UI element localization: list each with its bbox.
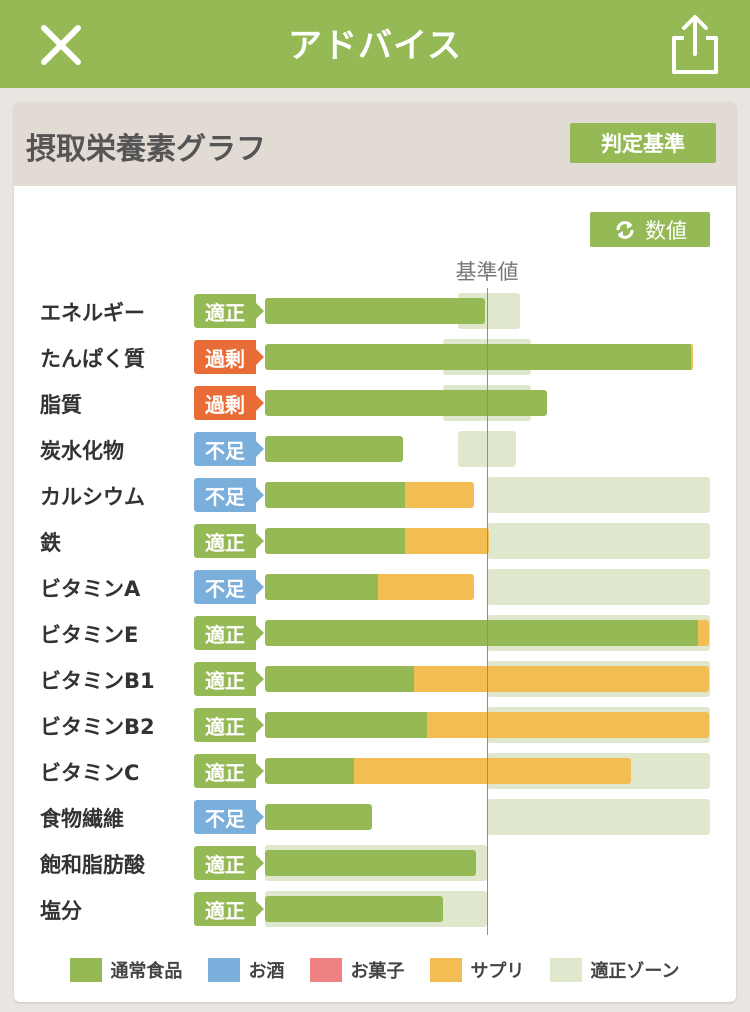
status-badge: 適正 — [194, 662, 264, 696]
close-icon — [41, 25, 81, 65]
card-title: 摂取栄養素グラフ — [26, 132, 266, 167]
legend-label: 通常食品 — [110, 961, 183, 982]
legend-item-food: 通常食品 — [70, 957, 182, 983]
bar-supplement — [353, 758, 632, 784]
status-badge: 適正 — [194, 294, 264, 328]
appropriate-zone — [487, 569, 710, 605]
nutrient-label: たんぱく質 — [40, 347, 145, 371]
refresh-icon — [616, 220, 634, 239]
status-badge: 適正 — [194, 846, 264, 880]
share-button[interactable] — [664, 12, 724, 76]
bar-food — [265, 620, 698, 646]
criteria-button[interactable]: 判定基準 — [570, 123, 716, 163]
page-title: アドバイス — [288, 26, 462, 66]
legend-label: お菓子 — [350, 961, 405, 982]
legend-item-supplement: サプリ — [430, 957, 524, 983]
header-bar: アドバイス — [0, 0, 750, 88]
legend-swatch — [310, 958, 343, 982]
nutrient-label: ビタミンB2 — [40, 715, 155, 739]
status-badge: 過剰 — [194, 386, 264, 420]
status-badge: 不足 — [194, 800, 264, 834]
bar-food — [265, 758, 354, 784]
status-badge: 適正 — [194, 524, 264, 558]
nutrient-chart: エネルギー 適正 たんぱく質 過剰 脂質 過剰 炭水化物 不足 カルシウム 不足鉄適正 ビタミンA 不… — [14, 102, 736, 1002]
status-badge: 不足 — [194, 570, 264, 604]
toggle-values-label: 数値 — [645, 218, 687, 243]
status-badge: 適正 — [194, 754, 264, 788]
share-icon — [672, 15, 718, 74]
nutrient-label: 鉄 — [40, 531, 61, 555]
nutrient-label: ビタミンC — [40, 761, 140, 785]
bar-supplement — [378, 574, 474, 600]
nutrient-label: 塩分 — [40, 899, 82, 923]
bar-food — [265, 344, 692, 370]
reference-line — [487, 288, 488, 935]
bar-food — [265, 390, 547, 416]
bar-supplement — [404, 482, 474, 508]
bar-food — [265, 712, 428, 738]
legend-item-sweets: お菓子 — [310, 957, 404, 983]
nutrient-label: 飽和脂肪酸 — [40, 853, 145, 877]
status-badge: 適正 — [194, 616, 264, 650]
legend-item-alcohol: お酒 — [208, 957, 284, 983]
status-badge: 適正 — [194, 892, 264, 926]
card-header: 摂取栄養素グラフ 判定基準 — [14, 102, 736, 186]
legend-swatch — [430, 958, 463, 982]
bar-food — [265, 298, 485, 324]
bar-food — [265, 528, 405, 554]
bar-food — [265, 574, 379, 600]
appropriate-zone — [487, 799, 710, 835]
status-badge: 適正 — [194, 708, 264, 742]
bar-food — [265, 804, 372, 830]
bar-supplement — [404, 528, 490, 554]
legend-swatch — [550, 958, 583, 982]
nutrient-label: ビタミンB1 — [40, 669, 155, 693]
nutrient-label: 食物繊維 — [40, 807, 124, 831]
status-badge: 過剰 — [194, 340, 264, 374]
bar-food — [265, 666, 414, 692]
status-badge: 不足 — [194, 432, 264, 466]
bar-food — [265, 850, 476, 876]
reference-label: 基準値 — [455, 260, 519, 284]
bar-supplement — [427, 712, 709, 738]
appropriate-zone — [487, 477, 710, 513]
close-button[interactable] — [36, 20, 86, 70]
bar-food — [265, 482, 405, 508]
legend-swatch — [70, 958, 103, 982]
bar-supplement — [697, 620, 709, 646]
appropriate-zone — [458, 431, 516, 467]
bar-food — [265, 896, 443, 922]
status-badge: 不足 — [194, 478, 264, 512]
appropriate-zone — [487, 523, 710, 559]
nutrient-graph-card: 摂取栄養素グラフ 判定基準 数値 基準値 エネルギー 適正 たんぱく質 過剰 脂質 過剰炭… — [14, 102, 736, 1002]
bar-supplement — [413, 666, 709, 692]
nutrient-label: 炭水化物 — [40, 439, 124, 463]
legend-label: サプリ — [470, 961, 525, 982]
nutrient-label: エネルギー — [40, 301, 145, 325]
legend-label: 適正ゾーン — [590, 961, 680, 982]
legend-item-zone: 適正ゾーン — [550, 957, 680, 983]
nutrient-label: ビタミンE — [40, 623, 139, 647]
nutrient-label: 脂質 — [40, 393, 82, 417]
nutrient-label: カルシウム — [40, 485, 145, 509]
legend-swatch — [208, 958, 241, 982]
toggle-values-button[interactable]: 数値 — [590, 212, 710, 247]
legend-label: お酒 — [248, 961, 285, 982]
bar-food — [265, 436, 403, 462]
nutrient-label: ビタミンA — [40, 577, 141, 601]
chart-legend: 通常食品 お酒 お菓子 サプリ 適正ゾーン — [14, 956, 736, 984]
bar-supplement — [691, 344, 694, 370]
